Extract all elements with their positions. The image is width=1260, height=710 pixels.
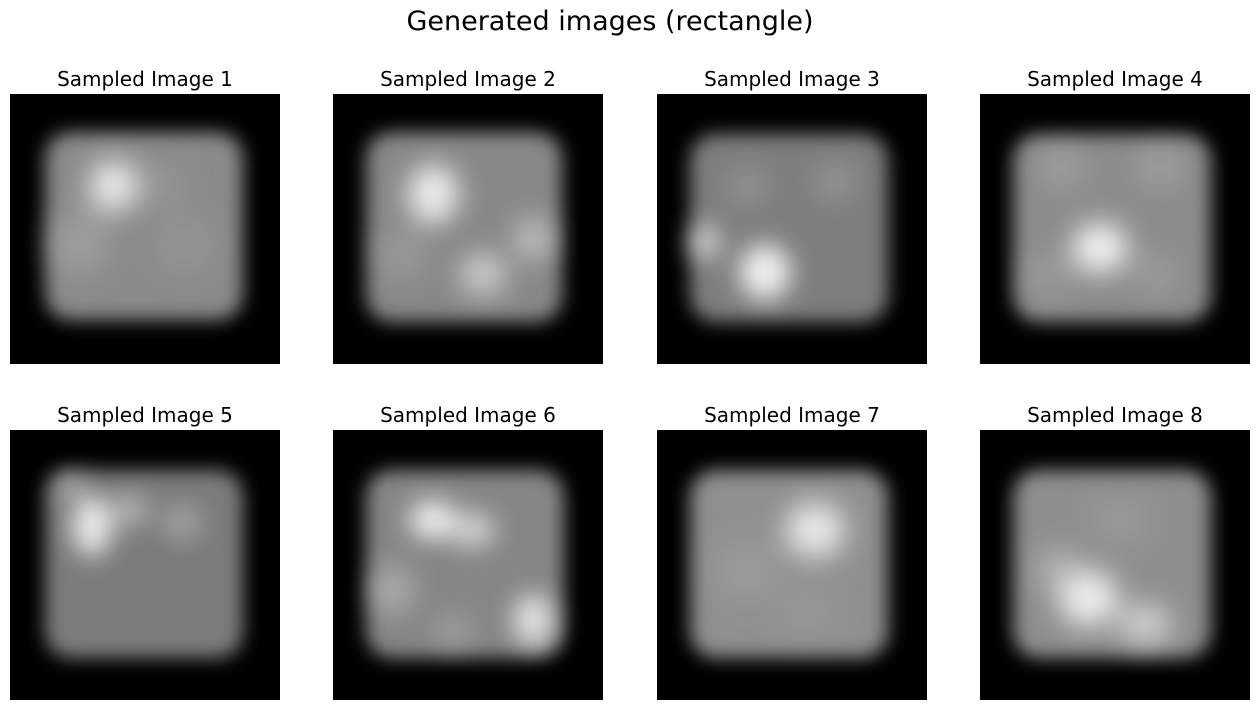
panel-title: Sampled Image 5 [57, 403, 233, 427]
panel-title: Sampled Image 3 [704, 67, 880, 91]
sampled-image-panel-2: Sampled Image 2 [333, 66, 603, 364]
panel-title: Sampled Image 2 [380, 67, 556, 91]
sampled-image-panel-6: Sampled Image 6 [333, 402, 603, 700]
sampled-image-8 [980, 430, 1250, 700]
sampled-image-panel-1: Sampled Image 1 [10, 66, 280, 364]
sampled-image-3 [657, 94, 927, 364]
sampled-image-6 [333, 430, 603, 700]
sampled-image-panel-7: Sampled Image 7 [657, 402, 927, 700]
sampled-image-2 [333, 94, 603, 364]
sampled-image-7 [657, 430, 927, 700]
sampled-image-panel-3: Sampled Image 3 [657, 66, 927, 364]
panel-title: Sampled Image 8 [1027, 403, 1203, 427]
sampled-image-panel-8: Sampled Image 8 [980, 402, 1250, 700]
sampled-image-4 [980, 94, 1250, 364]
panel-title: Sampled Image 1 [57, 67, 233, 91]
panel-title: Sampled Image 7 [704, 403, 880, 427]
figure-title: Generated images (rectangle) [406, 6, 814, 37]
sampled-image-5 [10, 430, 280, 700]
sampled-image-panel-5: Sampled Image 5 [10, 402, 280, 700]
sampled-image-panel-4: Sampled Image 4 [980, 66, 1250, 364]
panel-title: Sampled Image 4 [1027, 67, 1203, 91]
panel-title: Sampled Image 6 [380, 403, 556, 427]
sampled-image-1 [10, 94, 280, 364]
